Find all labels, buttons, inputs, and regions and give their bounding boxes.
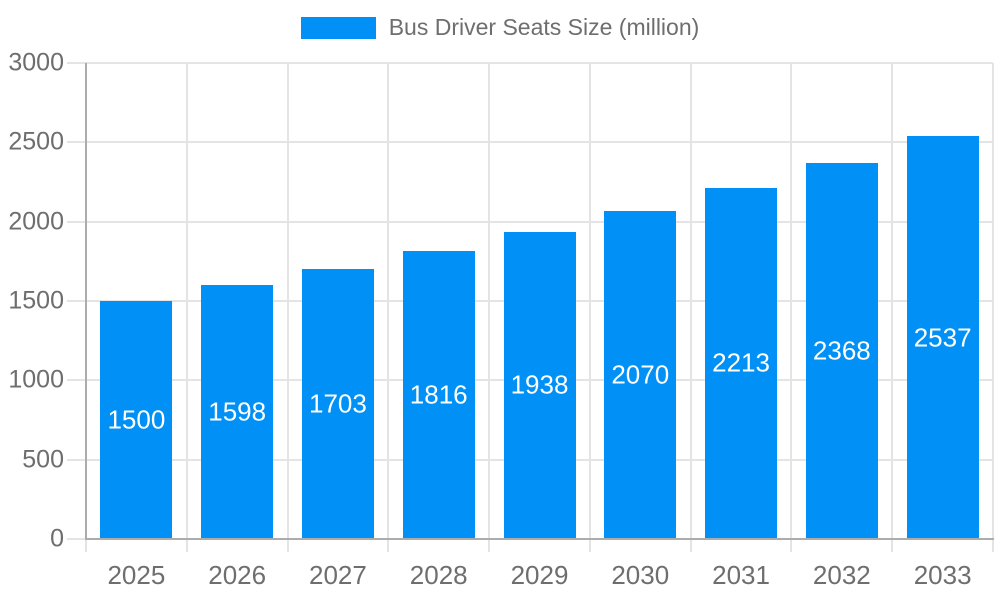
x-tick: [588, 539, 591, 552]
bar-2027[interactable]: [301, 268, 374, 539]
bar-2029[interactable]: [503, 231, 576, 539]
gridline-y: [67, 141, 993, 144]
y-axis-label: 0: [50, 524, 64, 553]
gridline-x: [891, 63, 894, 539]
y-axis-line: [85, 63, 87, 539]
bar-2032[interactable]: [805, 163, 878, 539]
bar-2028[interactable]: [402, 250, 475, 539]
bar-2025[interactable]: [100, 301, 173, 539]
gridline-y: [67, 62, 993, 64]
y-axis-label: 2000: [8, 207, 64, 236]
x-axis-label: 2030: [611, 560, 670, 590]
x-axis-label: 2025: [107, 560, 166, 590]
gridline-x: [992, 63, 994, 539]
gridline-x: [286, 63, 289, 539]
bar-2030[interactable]: [604, 210, 677, 539]
gridline-x: [85, 63, 87, 539]
x-tick: [286, 539, 289, 552]
bar-2031[interactable]: [705, 187, 778, 539]
x-axis-label: 2026: [208, 560, 267, 590]
y-axis-label: 500: [22, 445, 64, 474]
y-axis-label: 1000: [8, 365, 64, 394]
x-tick: [185, 539, 188, 552]
gridline-x: [488, 63, 491, 539]
x-axis-label: 2032: [812, 560, 871, 590]
bar-2026[interactable]: [201, 285, 274, 539]
x-axis-label: 2031: [712, 560, 770, 590]
x-tick: [689, 539, 692, 552]
gridline-x: [588, 63, 591, 539]
x-axis-label: 2027: [309, 560, 367, 590]
x-tick: [891, 539, 894, 552]
x-axis-label: 2033: [913, 560, 972, 590]
y-axis-label: 3000: [8, 48, 64, 77]
chart-legend[interactable]: Bus Driver Seats Size (million): [0, 14, 1000, 42]
x-tick: [85, 539, 87, 552]
y-axis-label: 1500: [8, 286, 64, 315]
legend-marker-icon: [300, 16, 376, 39]
x-axis-label: 2029: [510, 560, 569, 590]
gridline-x: [790, 63, 793, 539]
y-axis-label: 2500: [8, 127, 64, 156]
legend-label: Bus Driver Seats Size (million): [388, 14, 700, 40]
x-tick: [488, 539, 491, 552]
x-axis-label: 2028: [409, 560, 468, 590]
x-tick: [992, 539, 994, 552]
gridline-x: [387, 63, 390, 539]
x-tick: [387, 539, 390, 552]
gridline-x: [689, 63, 692, 539]
gridline-x: [185, 63, 188, 539]
bar-2033[interactable]: [906, 136, 979, 539]
x-tick: [790, 539, 793, 552]
